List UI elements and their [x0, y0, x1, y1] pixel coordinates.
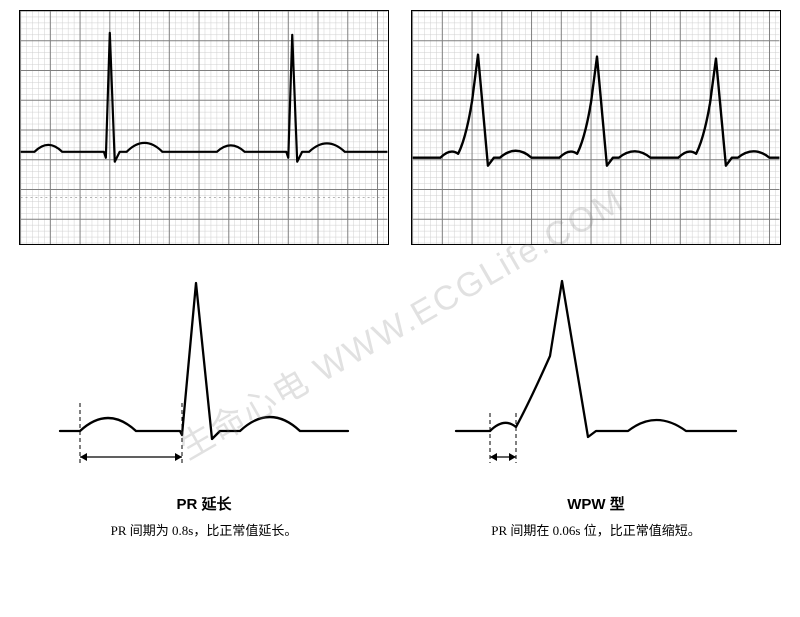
- left-ecg-strip: [19, 10, 389, 245]
- right-caption: PR 间期在 0.06s 位，比正常值缩短。: [491, 520, 700, 539]
- left-schematic: [54, 263, 354, 483]
- left-title: PR 延长: [111, 493, 298, 514]
- right-label-block: WPW 型 PR 间期在 0.06s 位，比正常值缩短。: [491, 493, 700, 539]
- left-label-block: PR 延长 PR 间期为 0.8s，比正常值延长。: [111, 493, 298, 539]
- right-ecg-strip: [411, 10, 781, 245]
- right-schematic: [446, 263, 746, 483]
- right-title: WPW 型: [491, 493, 700, 514]
- left-panel: PR 延长 PR 间期为 0.8s，比正常值延长。: [18, 10, 390, 539]
- figure-panels: PR 延长 PR 间期为 0.8s，比正常值延长。 WPW 型 PR 间期在 0…: [0, 0, 800, 539]
- left-caption: PR 间期为 0.8s，比正常值延长。: [111, 520, 298, 539]
- right-panel: WPW 型 PR 间期在 0.06s 位，比正常值缩短。: [410, 10, 782, 539]
